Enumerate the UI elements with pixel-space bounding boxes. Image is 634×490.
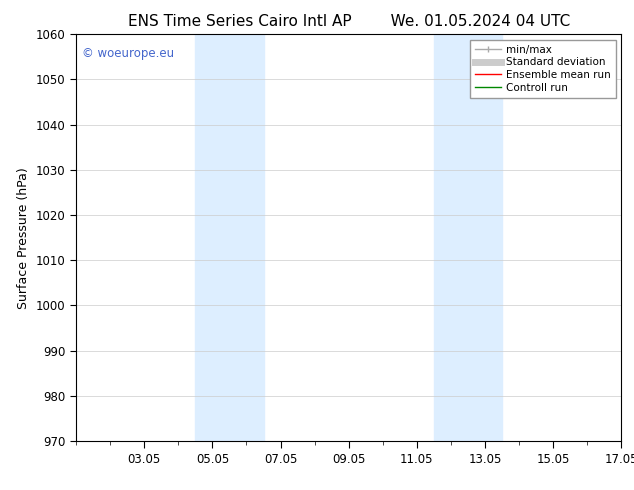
Bar	[434, 34, 502, 441]
Title: ENS Time Series Cairo Intl AP        We. 01.05.2024 04 UTC: ENS Time Series Cairo Intl AP We. 01.05.…	[127, 14, 570, 29]
Legend: min/max, Standard deviation, Ensemble mean run, Controll run: min/max, Standard deviation, Ensemble me…	[470, 40, 616, 98]
Y-axis label: Surface Pressure (hPa): Surface Pressure (hPa)	[17, 167, 30, 309]
Bar	[195, 34, 264, 441]
Text: © woeurope.eu: © woeurope.eu	[82, 47, 174, 59]
